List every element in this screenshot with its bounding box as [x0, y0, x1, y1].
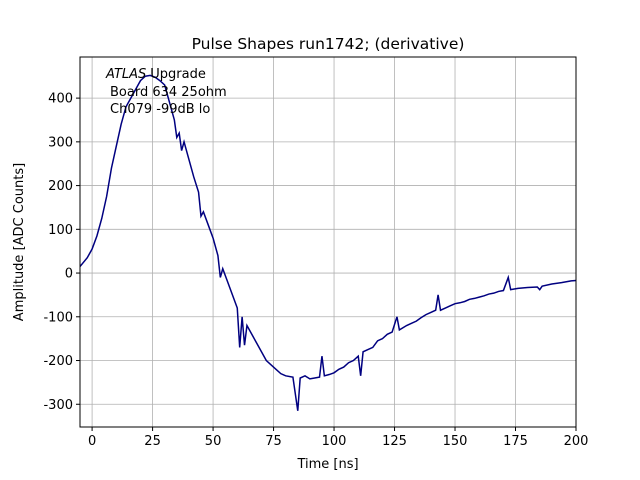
x-tick-label: 50	[205, 434, 222, 449]
y-tick-label: 200	[48, 179, 73, 194]
x-tick-label: 0	[88, 434, 96, 449]
y-tick-label: 300	[48, 135, 73, 150]
x-tick-label: 100	[322, 434, 347, 449]
annotation-text: Upgrade	[150, 67, 206, 82]
x-tick-label: 75	[265, 434, 282, 449]
annotation-line: Ch079 -99dB lo	[110, 102, 210, 117]
x-tick-label: 175	[503, 434, 528, 449]
y-axis-label: Amplitude [ADC Counts]	[12, 163, 27, 321]
x-tick-label: 125	[382, 434, 407, 449]
chart-title: Pulse Shapes run1742; (derivative)	[192, 35, 465, 53]
annotation-italic: ATLAS	[105, 67, 146, 82]
annotation-line: ATLAS Upgrade	[105, 67, 206, 82]
y-tick-label: 0	[65, 267, 73, 282]
data-line	[80, 74, 576, 411]
y-tick-label: 100	[48, 223, 73, 238]
x-tick-label: 200	[564, 434, 589, 449]
y-tick-label: -300	[43, 398, 73, 413]
x-axis-label: Time [ns]	[296, 457, 358, 472]
y-tick-label: 400	[48, 92, 73, 107]
plot-frame	[79, 56, 577, 428]
x-tick-label: 25	[144, 434, 161, 449]
y-tick-label: -200	[43, 354, 73, 369]
x-tick-label: 150	[443, 434, 468, 449]
y-tick-label: -100	[43, 310, 73, 325]
annotation-line: Board 634 25ohm	[110, 85, 227, 100]
